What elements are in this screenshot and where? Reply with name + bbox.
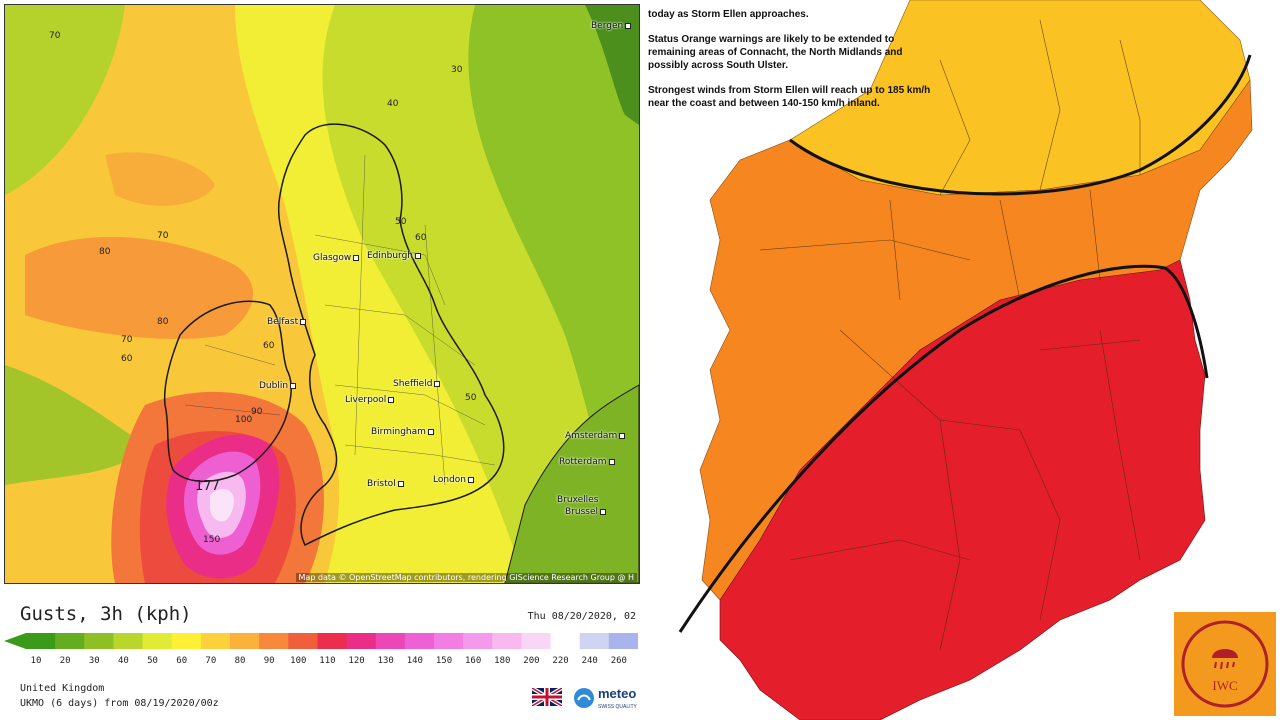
legend-swatch: [259, 633, 289, 649]
ireland-warning-map: [678, 0, 1253, 720]
legend-tick-label: 70: [205, 656, 217, 666]
legend-swatch: [55, 633, 85, 649]
city-label-birmingham: Birmingham: [371, 427, 434, 437]
legend-swatch: [434, 633, 464, 649]
legend-swatch: [346, 633, 377, 649]
city-label-bergen: Bergen: [591, 21, 632, 31]
legend-tick-labels: 10 20 30 40 50 60 70 80 90 100 110 120 130 140 150 160 1…: [4, 656, 638, 668]
meteoblue-logo-icon: [574, 688, 594, 708]
contour-label: 90: [251, 407, 263, 417]
contour-label: 80: [157, 317, 169, 327]
city-label-edinburgh: Edinburgh: [367, 251, 421, 261]
city-label-liverpool: Liverpool: [345, 395, 395, 405]
legend-swatch: [26, 633, 56, 649]
legend-tick-label: 120: [348, 656, 365, 666]
map-attribution: Map data © OpenStreetMap contributors, r…: [295, 573, 637, 582]
orange-red-boundary: [678, 264, 1209, 633]
contour-label: 40: [387, 99, 399, 109]
legend-tick-label: 20: [59, 656, 71, 666]
contour-label: 50: [465, 393, 477, 403]
region-label: United Kingdom: [20, 683, 105, 694]
contour-label: 150: [203, 535, 221, 545]
legend-swatch: [317, 633, 348, 649]
legend-tick-label: 90: [263, 656, 275, 666]
legend-tick-label: 200: [523, 656, 540, 666]
contour-label: 70: [49, 31, 61, 41]
contour-label-max: 177: [195, 479, 220, 494]
city-label-rotterdam: Rotterdam: [559, 457, 615, 467]
legend-tick-label: 180: [494, 656, 511, 666]
legend-tick-label: 140: [406, 656, 423, 666]
contour-label: 60: [263, 341, 275, 351]
yellow-orange-boundary: [789, 54, 1252, 196]
legend-swatch: [463, 633, 493, 649]
legend-swatch: [200, 633, 231, 649]
legend-tick-label: 50: [147, 656, 158, 666]
contour-label: 50: [395, 217, 407, 227]
model-run-label: UKMO (6 days) from 08/19/2020/00z: [20, 698, 219, 709]
city-label-sheffield: Sheffield: [393, 379, 441, 389]
gust-map-canvas: [5, 5, 639, 583]
city-label-bruxelles: Bruxelles: [557, 495, 599, 505]
legend-swatch: [84, 633, 114, 649]
legend-tick-label: 160: [465, 656, 482, 666]
legend-swatch: [608, 633, 638, 649]
legend-swatch: [492, 633, 522, 649]
city-label-bristol: Bristol: [367, 479, 404, 489]
legend-swatch: [288, 633, 318, 649]
city-label-belfast: Belfast: [267, 317, 307, 327]
legend-tick-label: 40: [118, 656, 129, 666]
legend-swatch: [171, 633, 202, 649]
forecast-date: Thu 08/20/2020, 02: [527, 611, 636, 622]
legend-tick-label: 80: [234, 656, 246, 666]
meteo-brand-sub: SWISS QUALITY: [598, 704, 637, 710]
legend-tick-label: 10: [30, 656, 42, 666]
legend-swatch: [113, 633, 144, 649]
contour-label: 30: [451, 65, 463, 75]
legend-tick-label: 100: [290, 656, 307, 666]
contour-label: 70: [121, 335, 133, 345]
warning-line-orange: Status Orange warnings are likely to be …: [648, 34, 903, 71]
gust-map-panel: 70 30 40 70 80 50 60 80 70 60 60 50 90 1…: [4, 4, 640, 710]
legend-swatch: [142, 633, 173, 649]
uk-flag-icon[interactable]: [532, 688, 562, 706]
city-label-london: London: [433, 475, 474, 485]
contour-label: 60: [121, 354, 133, 364]
contour-label: 60: [415, 233, 427, 243]
legend-swatch: [230, 633, 260, 649]
legend-tick-label: 110: [319, 656, 336, 666]
legend-tick-label: 240: [581, 656, 598, 666]
city-label-dublin: Dublin: [259, 381, 297, 391]
legend-swatch: [375, 633, 406, 649]
city-label-glasgow: Glasgow: [313, 253, 360, 263]
warning-text-block: today as Storm Ellen approaches. Status …: [648, 8, 938, 122]
legend-swatch: [521, 633, 552, 649]
red-warning-zone: [719, 259, 1206, 720]
gust-forecast-map[interactable]: 70 30 40 70 80 50 60 80 70 60 60 50 90 1…: [4, 4, 640, 584]
legend-color-bar: [4, 633, 638, 649]
city-label-brussel: Brussel: [565, 507, 606, 517]
contour-label: 80: [99, 247, 111, 257]
iwc-logo-ring-icon: [1181, 620, 1269, 708]
legend-tick-label: 150: [435, 656, 453, 666]
legend-title: Gusts, 3h (kph): [20, 603, 192, 625]
legend-tick-label: 220: [552, 656, 569, 666]
warning-line-storm: today as Storm Ellen approaches.: [648, 9, 809, 20]
iwc-logo: IWC: [1174, 612, 1276, 716]
legend-tick-label: 30: [88, 656, 100, 666]
legend-tick-label: 60: [176, 656, 188, 666]
legend-tick-label: 260: [610, 656, 627, 666]
city-label-amsterdam: Amsterdam: [565, 431, 626, 441]
legend-swatch: [550, 633, 581, 649]
legend-swatch: [404, 633, 435, 649]
legend-arrow-icon: [4, 633, 26, 649]
iwc-logo-text: IWC: [1212, 678, 1238, 693]
contour-label: 70: [157, 231, 169, 241]
warning-line-winds: Strongest winds from Storm Ellen will re…: [648, 85, 931, 109]
warning-map-panel: today as Storm Ellen approaches. Status …: [640, 0, 1280, 720]
legend-swatch: [579, 633, 610, 649]
meteo-brand: meteo: [598, 686, 637, 701]
contour-label: 100: [235, 415, 253, 425]
legend-tick-label: 130: [377, 656, 394, 666]
